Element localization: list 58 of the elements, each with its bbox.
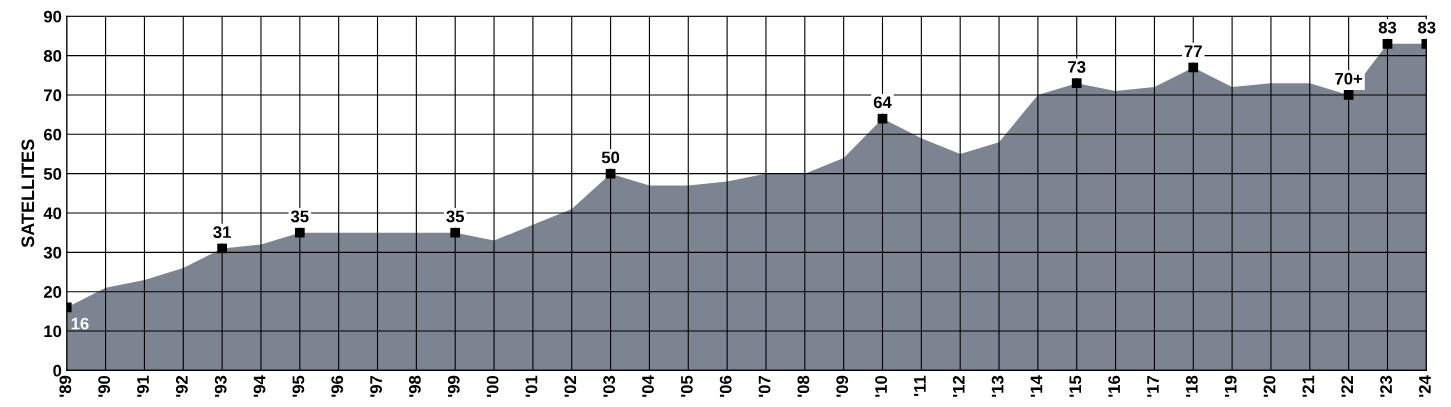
x-tick-label: '10: [875, 375, 887, 397]
y-tick-label: 30: [43, 246, 62, 259]
x-tick-label: '94: [253, 375, 266, 397]
x-tick-label: '17: [1147, 375, 1159, 397]
x-tick-label: '03: [603, 375, 616, 397]
x-tick-label: '18: [1185, 375, 1198, 397]
x-tick-label: '96: [331, 375, 344, 397]
data-label: 83: [1418, 21, 1436, 34]
y-tick-label: 40: [43, 207, 62, 220]
y-tick-label: 80: [43, 50, 62, 62]
x-tick-label: '93: [214, 375, 227, 397]
x-tick-label: '21: [1302, 375, 1315, 397]
data-label: 83: [1378, 21, 1397, 34]
x-tick-label: '14: [1030, 375, 1043, 397]
x-tick-label: '07: [758, 375, 771, 397]
x-tick-label: '04: [642, 375, 654, 397]
y-tick-label: 70: [44, 89, 62, 102]
x-tick-label: '06: [719, 375, 732, 397]
x-tick-label: '89: [59, 375, 72, 397]
y-tick-label: 60: [43, 128, 62, 141]
x-tick-label: '97: [370, 375, 382, 397]
data-label: 50: [601, 151, 620, 164]
x-tick-label: '01: [525, 375, 538, 397]
x-tick-label: '09: [836, 375, 849, 397]
y-tick-label: 90: [43, 10, 62, 23]
data-label: 77: [1184, 45, 1202, 57]
y-tick-label: 0: [53, 364, 62, 377]
x-tick-label: '99: [447, 375, 460, 397]
x-tick-label: '92: [175, 375, 188, 397]
data-label: 73: [1068, 60, 1086, 73]
data-label: 64: [873, 96, 892, 109]
data-label: 35: [290, 210, 309, 223]
x-tick-label: '91: [137, 375, 149, 397]
x-tick-label: '05: [680, 375, 693, 397]
x-tick-label: '22: [1341, 375, 1353, 397]
x-tick-label: '16: [1108, 375, 1121, 397]
x-tick-label: '23: [1380, 375, 1392, 397]
x-tick-label: '02: [564, 375, 577, 397]
data-label: 70+: [1335, 72, 1363, 85]
x-tick-label: '95: [292, 375, 305, 397]
y-tick-label: 50: [43, 168, 62, 180]
x-tick-label: '24: [1419, 375, 1431, 397]
y-tick-label: 20: [43, 286, 62, 298]
x-tick-label: '08: [797, 375, 810, 397]
x-tick-label: '11: [914, 375, 926, 396]
y-axis-title: SATELLITES: [21, 139, 35, 248]
x-tick-label: '98: [409, 375, 421, 397]
data-label: 16: [71, 317, 89, 330]
x-tick-label: '15: [1069, 375, 1082, 397]
y-tick-label: 10: [44, 325, 62, 338]
x-tick-label: '13: [991, 375, 1004, 397]
data-label: 31: [213, 226, 231, 239]
x-tick-label: '90: [98, 375, 111, 397]
x-tick-label: '20: [1263, 375, 1276, 397]
x-tick-label: '19: [1224, 375, 1237, 397]
x-tick-label: '12: [952, 375, 965, 397]
data-label: 35: [446, 210, 465, 223]
x-tick-label: '00: [486, 375, 499, 397]
